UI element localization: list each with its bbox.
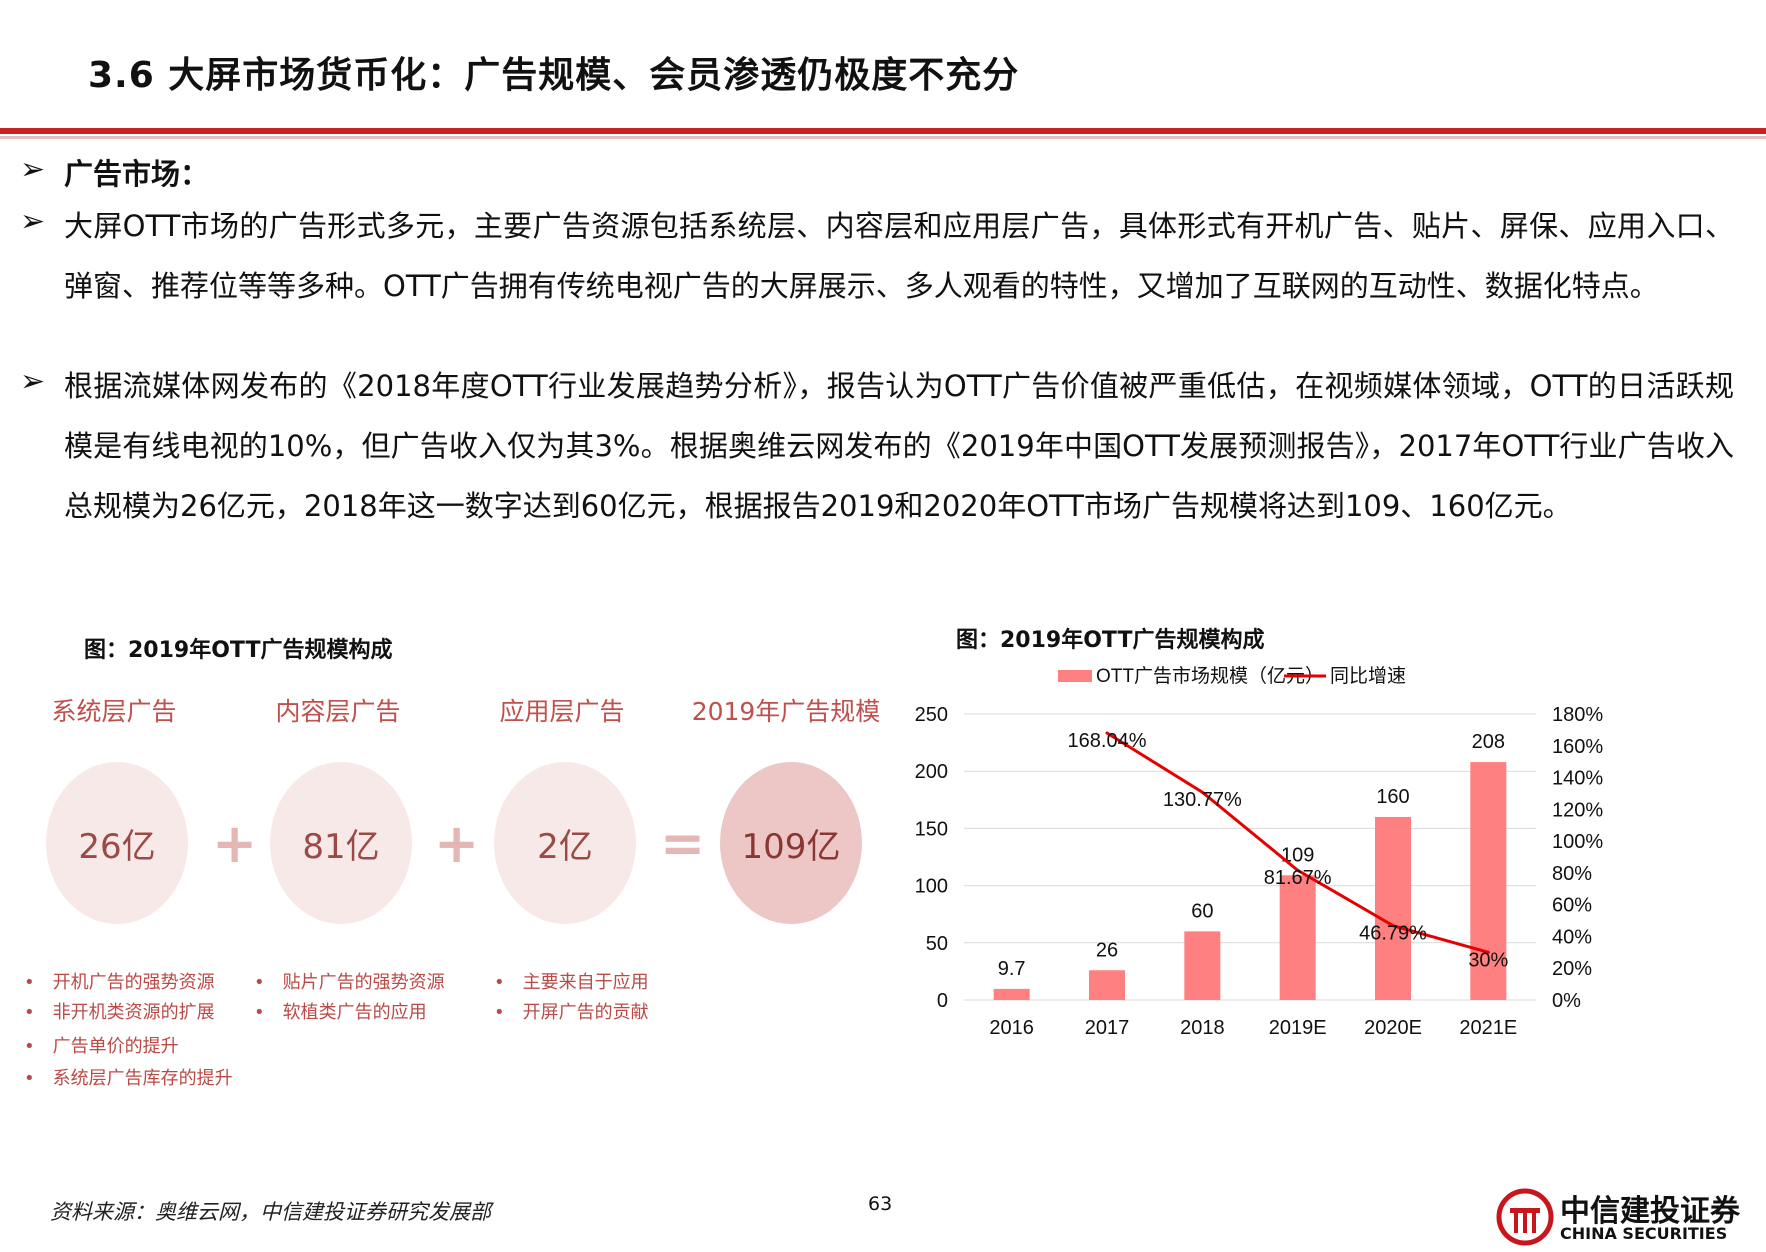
y-tick-label: 150 (915, 818, 948, 840)
flow-label-total: 2019年广告规模 (691, 697, 881, 726)
bullet-dot-icon: • (24, 1068, 35, 1089)
y2-tick-label: 160% (1552, 736, 1603, 758)
y2-tick-label: 180% (1552, 704, 1603, 726)
company-logo: 中信建投证券 CHINA SECURITIES (1496, 1186, 1756, 1246)
legend-bar-label: OTT广告市场规模（亿元） (1096, 665, 1324, 687)
legend-bar-swatch (1058, 670, 1092, 682)
bullet-dot-icon: • (494, 1002, 505, 1023)
growth-point (1486, 950, 1490, 954)
section-heading: 广告市场： (64, 157, 210, 191)
y2-tick-label: 0% (1552, 990, 1581, 1012)
growth-value-label: 46.79% (1359, 923, 1427, 945)
feature-item: • 主要来自于应用 (494, 972, 649, 993)
growth-value-label: 168.04% (1068, 730, 1147, 752)
bar-value-label: 9.7 (998, 958, 1026, 980)
feature-item: • 系统层广告库存的提升 (24, 1068, 233, 1089)
feature-item: • 软植类广告的应用 (254, 1002, 427, 1023)
paragraph-ad-scale: 根据流媒体网发布的《2018年度OTT行业发展趋势分析》，报告认为OTT广告价值… (64, 369, 1734, 523)
title-divider-shadow (0, 136, 1766, 139)
page-title: 3.6 大屏市场货币化：广告规模、会员渗透仍极度不充分 (88, 55, 1020, 96)
bullet-dot-icon: • (494, 972, 505, 993)
bullet-arrow-icon: ➢ (20, 152, 46, 187)
growth-point (1391, 924, 1395, 928)
china-securities-logo-icon (1496, 1188, 1554, 1246)
bullet-dot-icon: • (254, 972, 265, 993)
bar-value-label: 26 (1096, 939, 1118, 961)
growth-point (1105, 731, 1109, 735)
page-number: 63 (868, 1193, 893, 1215)
x-tick-label: 2017 (1085, 1017, 1130, 1039)
bar (1089, 970, 1125, 1000)
x-tick-label: 2021E (1459, 1017, 1517, 1039)
chart-caption: 图：2019年OTT广告规模构成 (956, 628, 1265, 653)
x-tick-label: 2016 (989, 1017, 1033, 1039)
bar-value-label: 109 (1281, 844, 1314, 866)
flow-label-content: 内容层广告 (275, 697, 401, 726)
y2-tick-label: 20% (1552, 958, 1592, 980)
plus-icon: + (434, 812, 480, 875)
y-tick-label: 250 (915, 704, 948, 726)
y2-tick-label: 100% (1552, 831, 1603, 853)
bar (993, 988, 1030, 1000)
flow-label-app: 应用层广告 (499, 697, 625, 726)
growth-value-label: 30% (1468, 949, 1508, 971)
value-circle-system: 26亿 (46, 762, 188, 924)
y-tick-label: 200 (915, 761, 948, 783)
y2-tick-label: 120% (1552, 799, 1603, 821)
x-tick-label: 2018 (1180, 1017, 1225, 1039)
y2-tick-label: 140% (1552, 768, 1603, 790)
value-circle-app: 2亿 (494, 762, 636, 924)
source-note: 资料来源：奥维云网，中信建投证券研究发展部 (50, 1200, 491, 1224)
bar (1470, 762, 1507, 1000)
bullet-dot-icon: • (24, 1002, 35, 1023)
y2-tick-label: 80% (1552, 863, 1592, 885)
legend-line-label: 同比增速 (1330, 665, 1406, 687)
feature-item: • 贴片广告的强势资源 (254, 972, 445, 993)
combo-chart: 0 50 100 150 200 250 0% 20% 40% 60% 80% 100% 120% 140… (915, 665, 1604, 1039)
x-tick-label: 2019E (1269, 1017, 1327, 1039)
growth-value-label: 130.77% (1163, 789, 1242, 811)
bar (1375, 816, 1411, 1000)
paragraph-ad-forms: 大屏OTT市场的广告形式多元，主要广告资源包括系统层、内容层和应用层广告，具体形… (64, 209, 1734, 303)
bar (1279, 875, 1316, 1000)
bar-value-label: 160 (1376, 786, 1409, 808)
y2-tick-label: 40% (1552, 926, 1592, 948)
feature-item: • 广告单价的提升 (24, 1036, 179, 1057)
flow-label-system: 系统层广告 (51, 697, 177, 726)
feature-item: • 开屏广告的贡献 (494, 1002, 649, 1023)
y-tick-label: 100 (915, 876, 948, 898)
bar (1184, 931, 1221, 1000)
bar-value-label: 60 (1191, 900, 1213, 922)
y-tick-label: 50 (926, 933, 948, 955)
y-tick-label: 0 (937, 990, 948, 1012)
growth-point (1200, 790, 1204, 794)
bullet-arrow-icon: ➢ (20, 364, 46, 399)
value-circle-total: 109亿 (720, 762, 862, 924)
growth-point (1296, 868, 1300, 872)
growth-value-label: 81.67% (1264, 867, 1332, 889)
logo-english: CHINA SECURITIES (1560, 1224, 1728, 1243)
plus-icon: + (212, 812, 258, 875)
title-divider (0, 128, 1766, 134)
equals-icon: = (660, 812, 706, 875)
feature-item: • 非开机类资源的扩展 (24, 1002, 215, 1023)
bullet-dot-icon: • (254, 1002, 265, 1023)
bar-value-label: 208 (1472, 731, 1505, 753)
left-figure-caption: 图：2019年OTT广告规模构成 (84, 638, 393, 663)
feature-item: • 开机广告的强势资源 (24, 972, 215, 993)
bullet-dot-icon: • (24, 1036, 35, 1057)
x-tick-label: 2020E (1364, 1017, 1422, 1039)
y2-tick-label: 60% (1552, 895, 1592, 917)
bullet-dot-icon: • (24, 972, 35, 993)
bullet-arrow-icon: ➢ (20, 204, 46, 239)
value-circle-content: 81亿 (270, 762, 412, 924)
logo-chinese: 中信建投证券 (1560, 1194, 1740, 1229)
